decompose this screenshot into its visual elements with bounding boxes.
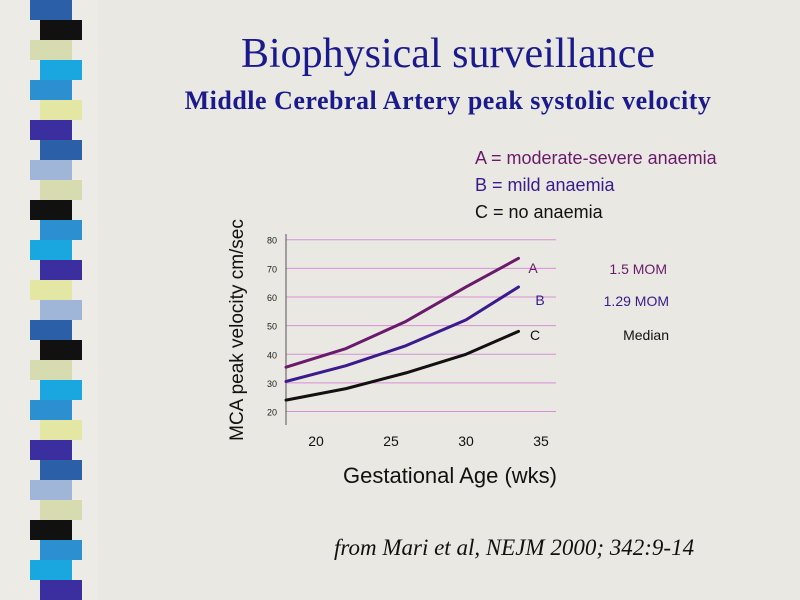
stripe-tile bbox=[40, 340, 82, 360]
stripe-tile bbox=[40, 500, 82, 520]
stripe-tile bbox=[40, 300, 82, 320]
y-tick-label: 30 bbox=[267, 379, 277, 389]
stripe-tile bbox=[40, 100, 82, 120]
stripe-tile bbox=[40, 180, 82, 200]
stripe-tile bbox=[30, 240, 72, 260]
stripe-tile bbox=[30, 360, 72, 380]
stripe-tile bbox=[30, 80, 72, 100]
legend-entry-c: C = no anaemia bbox=[475, 202, 603, 222]
series-mom-label-b: 1.29 MOM bbox=[604, 293, 669, 309]
stripe-tile bbox=[30, 320, 72, 340]
series-mom-label-a: 1.5 MOM bbox=[609, 261, 667, 277]
series-mom-label-c: Median bbox=[623, 327, 669, 343]
series-line-b bbox=[284, 285, 520, 383]
decorative-stripe-bar bbox=[0, 0, 98, 600]
x-tick-label: 30 bbox=[458, 433, 474, 449]
stripe-tile bbox=[30, 480, 72, 500]
slide-subtitle: Middle Cerebral Artery peak systolic vel… bbox=[184, 86, 712, 115]
series-line-c bbox=[284, 329, 520, 402]
stripe-tile bbox=[40, 20, 82, 40]
stripe-tile bbox=[30, 160, 72, 180]
stripe-tile bbox=[30, 440, 72, 460]
y-tick-label: 60 bbox=[267, 293, 277, 303]
x-tick-label: 35 bbox=[533, 433, 549, 449]
stripe-tile bbox=[30, 120, 72, 140]
y-tick-label: 50 bbox=[267, 322, 277, 332]
y-tick-label: 20 bbox=[267, 408, 277, 418]
series-letter-b: B bbox=[535, 292, 544, 308]
source-citation: from Mari et al, NEJM 2000; 342:9-14 bbox=[334, 535, 695, 560]
y-tick-label: 80 bbox=[267, 236, 277, 246]
stripe-tile bbox=[40, 380, 82, 400]
stripe-tile bbox=[40, 260, 82, 280]
stripe-tile bbox=[30, 0, 72, 20]
legend-entry-a: A = moderate-severe anaemia bbox=[475, 148, 717, 168]
stripe-tile bbox=[30, 520, 72, 540]
stripe-tile bbox=[40, 580, 82, 600]
series-letter-c: C bbox=[530, 327, 540, 343]
stripe-tile bbox=[40, 460, 82, 480]
series-line-a bbox=[284, 256, 520, 369]
series-letter-a: A bbox=[528, 260, 538, 276]
stripe-tile bbox=[30, 200, 72, 220]
stripe-tile bbox=[40, 140, 82, 160]
stripe-tile bbox=[40, 220, 82, 240]
slide-title: Biophysical surveillance bbox=[240, 31, 656, 77]
stripe-tile bbox=[30, 560, 72, 580]
stripe-tile bbox=[30, 280, 72, 300]
y-axis-title: MCA peak velocity cm/sec bbox=[227, 219, 248, 441]
stripe-tile bbox=[40, 420, 82, 440]
x-tick-label: 25 bbox=[383, 433, 399, 449]
stripe-tile bbox=[30, 40, 72, 60]
legend-entry-b: B = mild anaemia bbox=[475, 175, 615, 195]
stripe-tile bbox=[40, 60, 82, 80]
x-axis-title: Gestational Age (wks) bbox=[343, 463, 557, 488]
stripe-tile bbox=[40, 540, 82, 560]
y-tick-label: 70 bbox=[267, 264, 277, 274]
stripe-tile bbox=[30, 400, 72, 420]
x-tick-label: 20 bbox=[308, 433, 324, 449]
y-tick-label: 40 bbox=[267, 350, 277, 360]
